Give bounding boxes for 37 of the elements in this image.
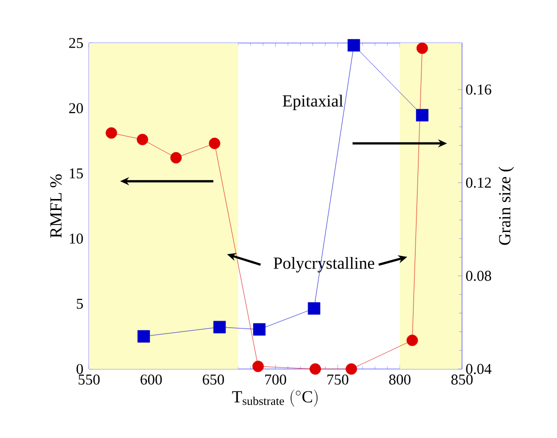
x-tick-label: 700 bbox=[265, 374, 286, 385]
y2-tick-label: 0.04 bbox=[466, 364, 492, 374]
y-tick-label: 15 bbox=[70, 168, 83, 178]
x-tick-label: 750 bbox=[327, 374, 348, 385]
point bbox=[406, 334, 418, 346]
point bbox=[348, 39, 360, 52]
y2-axis-title: Grain size ( bbox=[498, 167, 514, 245]
y2-tick-label: 0.08 bbox=[466, 270, 492, 281]
y-tick-label: 0 bbox=[76, 364, 83, 374]
point bbox=[416, 108, 428, 122]
point bbox=[106, 127, 118, 139]
point bbox=[136, 134, 148, 146]
annotation: Polycrystalline bbox=[274, 256, 374, 272]
y-tick-label: 25 bbox=[69, 38, 83, 48]
y-tick-label: 20 bbox=[69, 103, 83, 114]
point bbox=[253, 323, 266, 336]
point bbox=[308, 302, 320, 315]
y2-tick-label: 0.12 bbox=[466, 178, 491, 188]
x-tick-label: 850 bbox=[451, 374, 473, 385]
point bbox=[208, 138, 220, 150]
x-tick-label: 800 bbox=[389, 374, 410, 385]
x-tick-label: 550 bbox=[78, 374, 100, 385]
y-tick-label: 5 bbox=[76, 298, 83, 309]
x-axis-title: $\mathrm{T}_{\mathrm{substrate}}\ (^{\circ}\mathrm{C})$ bbox=[232, 389, 318, 407]
point bbox=[252, 360, 264, 372]
point bbox=[213, 320, 226, 334]
point bbox=[310, 363, 321, 375]
y-tick-label: 10 bbox=[70, 234, 83, 244]
annotation: Epitaxial bbox=[282, 94, 344, 110]
point bbox=[138, 330, 150, 343]
point bbox=[416, 42, 428, 54]
x-tick-label: 600 bbox=[140, 374, 162, 385]
y2-tick-label: 0.16 bbox=[466, 84, 492, 95]
x-tick-label: 650 bbox=[202, 374, 224, 385]
point bbox=[170, 152, 182, 164]
point bbox=[346, 363, 358, 375]
y-axis-title: RMFL % bbox=[50, 174, 62, 238]
